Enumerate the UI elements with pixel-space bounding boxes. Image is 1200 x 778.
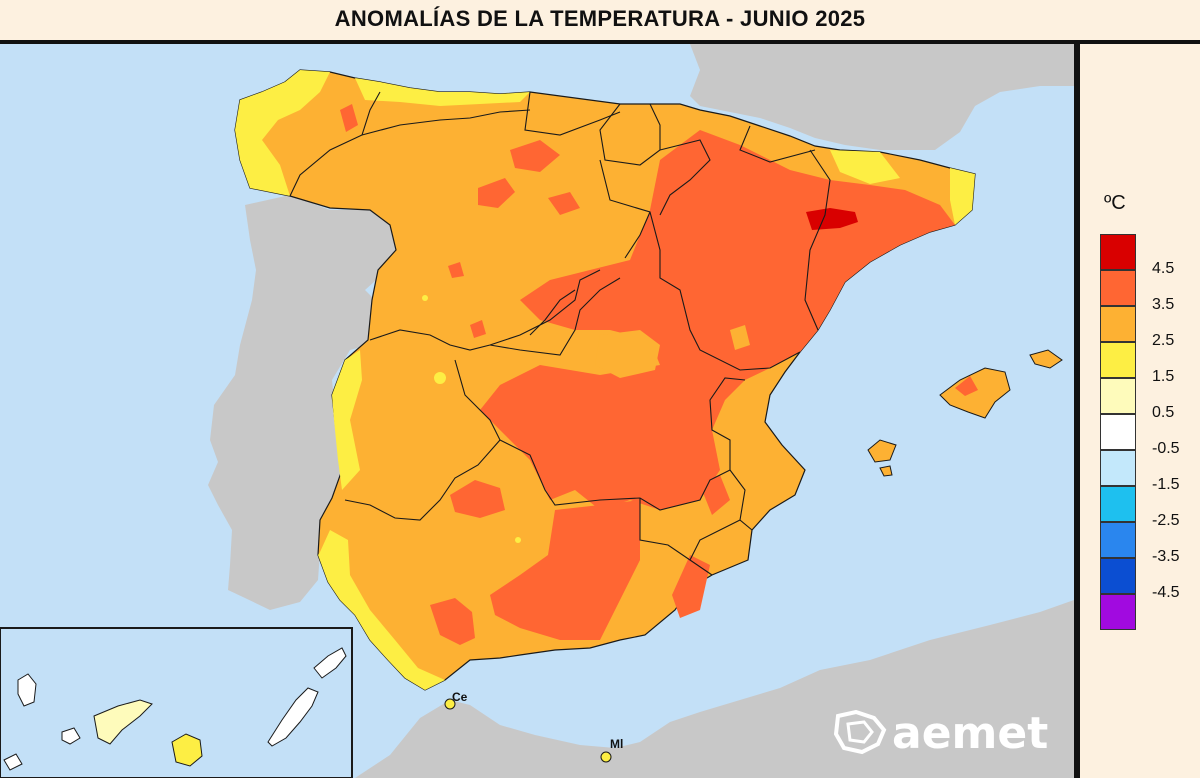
legend-label: -3.5	[1152, 548, 1180, 565]
anomaly-1-5-catalonia	[950, 168, 975, 225]
anomaly-1-5-huelva	[318, 530, 445, 690]
legend-label: 0.5	[1152, 404, 1175, 421]
anomaly-1-5-extremadura-west	[332, 350, 362, 490]
anomaly-1-5-pyrenees	[830, 150, 900, 184]
island-fuerteventura	[267, 687, 319, 747]
menorca	[1029, 349, 1063, 369]
legend-label: 4.5	[1152, 260, 1175, 277]
anomaly-3-5-cordoba-blob	[450, 480, 505, 518]
island-tenerife	[93, 699, 153, 745]
anomaly-1-5-galicia	[235, 70, 330, 196]
legend-swatch	[1100, 270, 1136, 306]
mallorca-3-5	[955, 376, 978, 396]
formentera	[879, 465, 893, 477]
anomaly-4-5-lleida	[806, 208, 858, 230]
anomaly-map	[0, 44, 1074, 778]
anomaly-3-5-small-blob-2	[448, 262, 464, 278]
legend-label: 2.5	[1152, 332, 1175, 349]
anomaly-3-5-asturias-blob	[340, 104, 358, 132]
island-gran-canaria	[171, 733, 203, 767]
island-lanzarote	[313, 647, 347, 679]
france-land	[690, 44, 1074, 150]
legend-swatch	[1100, 486, 1136, 522]
legend-divider	[1074, 44, 1080, 778]
portugal-land	[208, 195, 400, 610]
legend-label: -4.5	[1152, 584, 1180, 601]
legend-swatch	[1100, 558, 1136, 594]
legend-swatch	[1100, 450, 1136, 486]
anomaly-3-5-palencia-blob	[548, 192, 580, 215]
melilla-label: Ml	[610, 737, 624, 751]
anomaly-1-5-cantabria	[355, 78, 530, 106]
map-title: ANOMALÍAS DE LA TEMPERATURA - JUNIO 2025	[334, 6, 866, 31]
africa-land	[355, 600, 1074, 778]
anomaly-1-5-speck	[422, 295, 428, 301]
ceuta-label: Ce	[452, 690, 468, 704]
legend-swatch	[1100, 234, 1136, 270]
aemet-logo: aemet	[892, 708, 1049, 759]
frame-top-border	[0, 40, 1200, 44]
legend-swatch	[1100, 342, 1136, 378]
legend-swatch	[1100, 522, 1136, 558]
anomaly-2-5-cuenca	[730, 325, 750, 350]
anomaly-3-5-cadiz-blob	[430, 598, 475, 645]
legend-unit: ºC	[1104, 192, 1126, 214]
legend-swatch	[1100, 378, 1136, 414]
island-la-gomera	[61, 727, 81, 745]
anomaly-1-5-speck	[515, 537, 521, 543]
region-borders	[289, 91, 831, 576]
legend-swatch	[1100, 306, 1136, 342]
mallorca	[939, 367, 1011, 419]
anomaly-1-5-speck	[434, 372, 446, 384]
legend-panel	[1080, 44, 1200, 778]
legend-label: 3.5	[1152, 296, 1175, 313]
island-la-palma	[17, 673, 37, 707]
legend-swatch	[1100, 414, 1136, 450]
legend-label: 1.5	[1152, 368, 1175, 385]
anomaly-3-5-andalucia	[490, 500, 640, 640]
ceuta-marker	[444, 698, 456, 710]
title-bar: ANOMALÍAS DE LA TEMPERATURA - JUNIO 2025	[0, 0, 1200, 40]
anomaly-3-5-leon-blob	[478, 178, 515, 208]
anomaly-3-5-almeria	[672, 555, 710, 618]
legend-label: -1.5	[1152, 476, 1180, 493]
aemet-logo-mark	[834, 710, 887, 755]
ibiza	[867, 439, 897, 463]
canary-islands	[3, 647, 347, 771]
melilla-marker	[600, 751, 612, 763]
island-el-hierro	[3, 753, 23, 771]
anomaly-2-5-toledo	[595, 330, 660, 378]
anomaly-3-5-burgos-blob	[510, 140, 560, 172]
legend-swatch	[1100, 594, 1136, 630]
anomaly-3-5-small-blob	[470, 320, 486, 338]
legend-label: -2.5	[1152, 512, 1180, 529]
legend-label: -0.5	[1152, 440, 1180, 457]
